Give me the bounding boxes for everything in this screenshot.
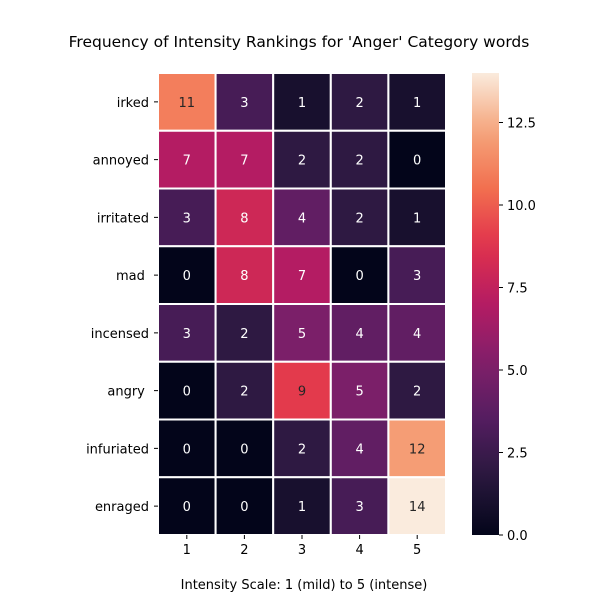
colorbar-tick-label: 10.0 — [507, 199, 536, 214]
x-tick-label: 5 — [413, 543, 421, 558]
cell-value-label: 2 — [355, 154, 363, 169]
cell-value-label: 0 — [413, 154, 421, 169]
cell-value-label: 2 — [355, 211, 363, 226]
cell-value-label: 2 — [298, 154, 306, 169]
cell-value-label: 7 — [183, 154, 191, 169]
heatmap-cell — [214, 476, 275, 536]
cell-value-label: 2 — [240, 327, 248, 342]
cell-value-label: 14 — [409, 500, 426, 515]
colorbar-tick-label: 12.5 — [507, 117, 536, 132]
cell-value-label: 0 — [240, 442, 248, 457]
cell-value-label: 4 — [355, 327, 363, 342]
x-tick-labels: 1 2 3 4 5 — [183, 535, 421, 558]
cell-value-label: 2 — [413, 385, 421, 400]
cell-value-label: 3 — [183, 211, 191, 226]
colorbar-tick-label: 7.5 — [507, 282, 528, 297]
heatmap-cell — [329, 245, 390, 305]
heatmap-cell — [214, 360, 275, 421]
heatmap-cell — [214, 245, 275, 305]
cell-value-label: 1 — [413, 211, 421, 226]
heatmap-cell — [214, 187, 275, 248]
cell-value-label: 7 — [240, 154, 248, 169]
y-tick-label: annoyed — [93, 154, 149, 169]
cell-value-label: 12 — [409, 442, 426, 457]
colorbar-tick-label: 0.0 — [507, 529, 528, 544]
cell-value-label: 0 — [183, 500, 191, 515]
heatmap-cell — [387, 360, 447, 421]
cell-value-label: 3 — [183, 327, 191, 342]
x-tick-label: 2 — [240, 543, 248, 558]
colorbar-tick-label: 5.0 — [507, 364, 528, 379]
cell-value-label: 0 — [183, 385, 191, 400]
heatmap-cell — [157, 476, 217, 536]
heatmap-cell — [157, 418, 217, 479]
heatmap-cell — [329, 360, 390, 421]
cell-value-label: 3 — [240, 96, 248, 111]
cell-value-label: 9 — [298, 385, 306, 400]
cell-value-label: 2 — [240, 385, 248, 400]
x-tick-label: 4 — [355, 543, 363, 558]
cell-value-label: 1 — [298, 96, 306, 111]
y-tick-label: irked — [117, 96, 149, 111]
y-tick-label: mad — [116, 269, 149, 284]
y-tick-label: enraged — [95, 500, 149, 515]
cell-value-label: 4 — [355, 442, 363, 457]
y-tick-label: infuriated — [86, 442, 149, 457]
cell-value-label: 4 — [298, 211, 306, 226]
heatmap-cell — [387, 245, 447, 305]
y-tick-label: angry — [107, 385, 149, 400]
heatmap-cells: 11 3 1 2 17 7 2 2 03 8 4 2 10 8 7 0 33 2 5 4 40 2 9 5 20 0 2 4 120 0 1… — [157, 72, 447, 536]
heatmap-cell — [329, 187, 390, 248]
cell-value-label: 3 — [413, 269, 421, 284]
cell-value-label: 11 — [179, 96, 196, 111]
cell-value-label: 0 — [355, 269, 363, 284]
heatmap-cell — [387, 129, 447, 190]
cell-value-label: 0 — [240, 500, 248, 515]
colorbar — [472, 73, 499, 535]
cell-value-label: 5 — [355, 385, 363, 400]
x-axis-label: Intensity Scale: 1 (mild) to 5 (intense) — [181, 578, 428, 593]
chart-title: Frequency of Intensity Rankings for 'Ang… — [69, 33, 530, 51]
cell-value-label: 1 — [298, 500, 306, 515]
heatmap-cell — [272, 303, 332, 363]
colorbar-ticks: 0.0 2.5 5.0 7.5 10.0 12.5 — [499, 117, 536, 544]
y-tick-label: incensed — [91, 327, 149, 342]
x-tick-label: 1 — [183, 543, 191, 558]
cell-value-label: 8 — [240, 269, 248, 284]
cell-value-label: 3 — [355, 500, 363, 515]
colorbar-tick-label: 2.5 — [507, 447, 528, 462]
x-tick-label: 3 — [298, 543, 306, 558]
heatmap-cell — [272, 129, 332, 190]
cell-value-label: 2 — [298, 442, 306, 457]
cell-value-label: 1 — [413, 96, 421, 111]
y-tick-labels: irked annoyed irritated mad incensed angry i… — [86, 96, 158, 515]
y-tick-label: irritated — [97, 211, 149, 226]
cell-value-label: 2 — [355, 96, 363, 111]
cell-value-label: 5 — [298, 327, 306, 342]
cell-value-label: 0 — [183, 269, 191, 284]
cell-value-label: 7 — [298, 269, 306, 284]
cell-value-label: 0 — [183, 442, 191, 457]
cell-value-label: 8 — [240, 211, 248, 226]
cell-value-label: 4 — [413, 327, 421, 342]
heatmap-cell — [214, 303, 275, 363]
